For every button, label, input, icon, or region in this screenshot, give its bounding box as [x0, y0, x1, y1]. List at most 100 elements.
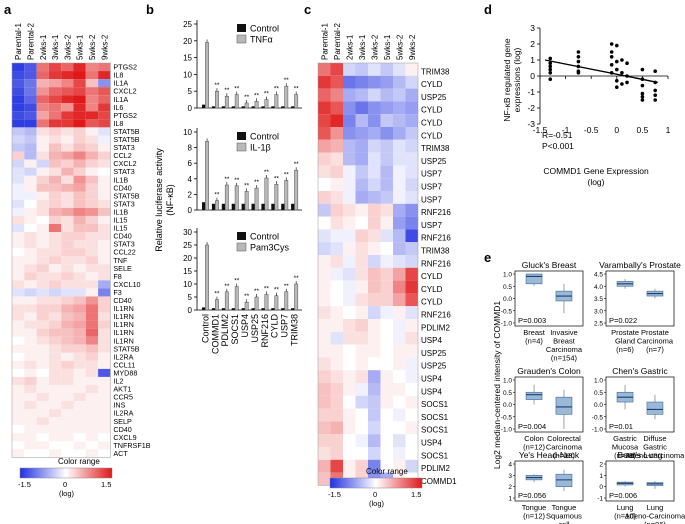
a-heat-cell: [73, 71, 86, 80]
a-heat-cell: [73, 385, 86, 394]
a-heat-cell: [24, 151, 37, 160]
panel-b-ytick-label: 5: [188, 293, 193, 302]
panel-e-ytick-label: 0: [599, 484, 603, 491]
a-heat-cell: [36, 280, 49, 289]
a-heat-cell: [36, 175, 49, 184]
panel-b-significance: **: [274, 175, 280, 182]
c-heat-cell: [405, 280, 418, 294]
c-heat-cell: [380, 191, 393, 204]
panel-e-boxplot: Varambally's Prostate 2.5 3.0 3.5 4.0 4.5 Pros…: [594, 260, 681, 354]
panel-b-category-label: USP25: [250, 314, 260, 343]
a-heat-cell: [24, 401, 37, 410]
a-heat-cell: [98, 175, 111, 184]
panel-a-color-gradient: [19, 467, 113, 479]
panel-d-xtick-label: -1: [562, 125, 570, 135]
c-heat-cell: [405, 242, 418, 255]
panel-b-bar-treatment: [274, 184, 279, 211]
a-heat-cell: [85, 272, 99, 281]
panel-b-legend-control-swatch: [237, 232, 246, 240]
panel-e-group-label: Diffuse Gastric Adeno-carcinoma: [626, 434, 685, 460]
a-heat-cell: [73, 143, 86, 152]
panel-e-ytick-label: 0.0: [503, 296, 512, 303]
a-heat-cell: [48, 376, 62, 385]
c-gene-label: USP25: [421, 349, 447, 358]
c-heat-cell: [393, 357, 406, 371]
panel-e-group-n: (n=154): [551, 354, 578, 363]
panel-b-significance: **: [234, 177, 240, 184]
c-heat-cell: [343, 357, 356, 371]
c-heat-cell: [343, 139, 356, 153]
c-heat-cell: [318, 229, 331, 243]
c-heat-cell: [368, 216, 381, 230]
panel-e-ytick-label: 0.0: [503, 402, 512, 409]
c-heat-cell: [393, 293, 406, 307]
a-gene-label: IL15: [113, 216, 127, 225]
panel-a-scale-unit: (log): [59, 489, 75, 498]
panel-e-boxplot: Gluck's Breast-1.0-0.50.00.51.0Breast(n=…: [501, 260, 584, 363]
c-heat-cell: [405, 408, 418, 422]
c-heat-cell: [343, 127, 356, 140]
c-heat-cell: [380, 88, 393, 102]
a-heat-cell: [12, 191, 25, 200]
a-heat-cell: [98, 191, 111, 200]
a-heat-cell: [12, 79, 25, 88]
panel-d-data-point: [576, 59, 581, 64]
c-heat-cell: [343, 216, 356, 230]
panel-e-plot-frame: [605, 460, 675, 502]
a-heat-cell: [48, 183, 62, 192]
c-heat-cell: [405, 395, 418, 409]
panel-b-bar-control: [281, 106, 285, 108]
a-heat-cell: [24, 433, 37, 442]
a-heat-cell: [12, 143, 25, 152]
panel-e-p-value: P=0.056: [518, 491, 546, 500]
a-heat-cell: [12, 344, 25, 353]
a-heat-cell: [12, 256, 25, 265]
c-heat-cell: [405, 370, 418, 383]
a-gene-label: IL1A: [113, 79, 128, 88]
panel-e-plot-title: Ye's Head-Neck: [519, 450, 580, 460]
c-column-label: 3wks-2: [370, 34, 379, 60]
c-heat-cell: [380, 293, 393, 307]
c-gene-label: CYLD: [421, 106, 443, 115]
a-heat-cell: [36, 288, 49, 297]
a-heat-cell: [36, 71, 49, 80]
c-heat-cell: [380, 178, 393, 191]
a-heat-cell: [85, 296, 99, 305]
a-heat-cell: [12, 360, 25, 369]
panel-d-ytick-label: 2: [530, 39, 535, 49]
c-gene-label: RNF216: [421, 208, 451, 217]
a-heat-cell: [12, 296, 25, 305]
c-gene-label: CYLD: [421, 298, 443, 307]
a-gene-label: ACT: [113, 449, 128, 458]
panel-b-bar-treatment: [234, 286, 239, 311]
c-heat-cell: [405, 152, 418, 166]
a-heat-cell: [85, 232, 99, 241]
a-gene-label: IL1A: [113, 95, 128, 104]
a-heat-cell: [73, 103, 86, 112]
c-heat-cell: [355, 383, 368, 396]
c-heat-cell: [343, 370, 356, 383]
a-heat-cell: [61, 232, 74, 241]
a-heat-cell: [85, 417, 99, 426]
panel-e-box-plots: Log2 median-centered intensity of COMMD1…: [492, 260, 685, 524]
c-heat-cell: [343, 383, 356, 396]
c-heat-cell: [368, 434, 381, 447]
panel-e-ytick-label: 1.0: [503, 378, 512, 385]
a-heat-cell: [85, 111, 99, 120]
panel-b-legend-treatment-swatch: [236, 34, 247, 44]
a-heat-cell: [73, 393, 86, 402]
a-heat-cell: [36, 119, 49, 128]
c-heat-cell: [380, 216, 393, 230]
panel-b-bar-control: [211, 308, 216, 310]
a-heat-cell: [85, 385, 99, 394]
c-gene-label: CYLD: [421, 131, 443, 140]
panel-b-bar-treatment: [244, 102, 249, 109]
a-gene-label: IL1B: [113, 175, 128, 184]
a-heat-cell: [73, 248, 86, 257]
a-gene-label: CCR5: [113, 393, 133, 402]
a-heat-cell: [24, 232, 37, 241]
c-heat-cell: [380, 242, 393, 255]
c-heat-cell: [343, 408, 356, 422]
a-heat-cell: [85, 215, 99, 224]
c-heat-cell: [368, 421, 381, 435]
